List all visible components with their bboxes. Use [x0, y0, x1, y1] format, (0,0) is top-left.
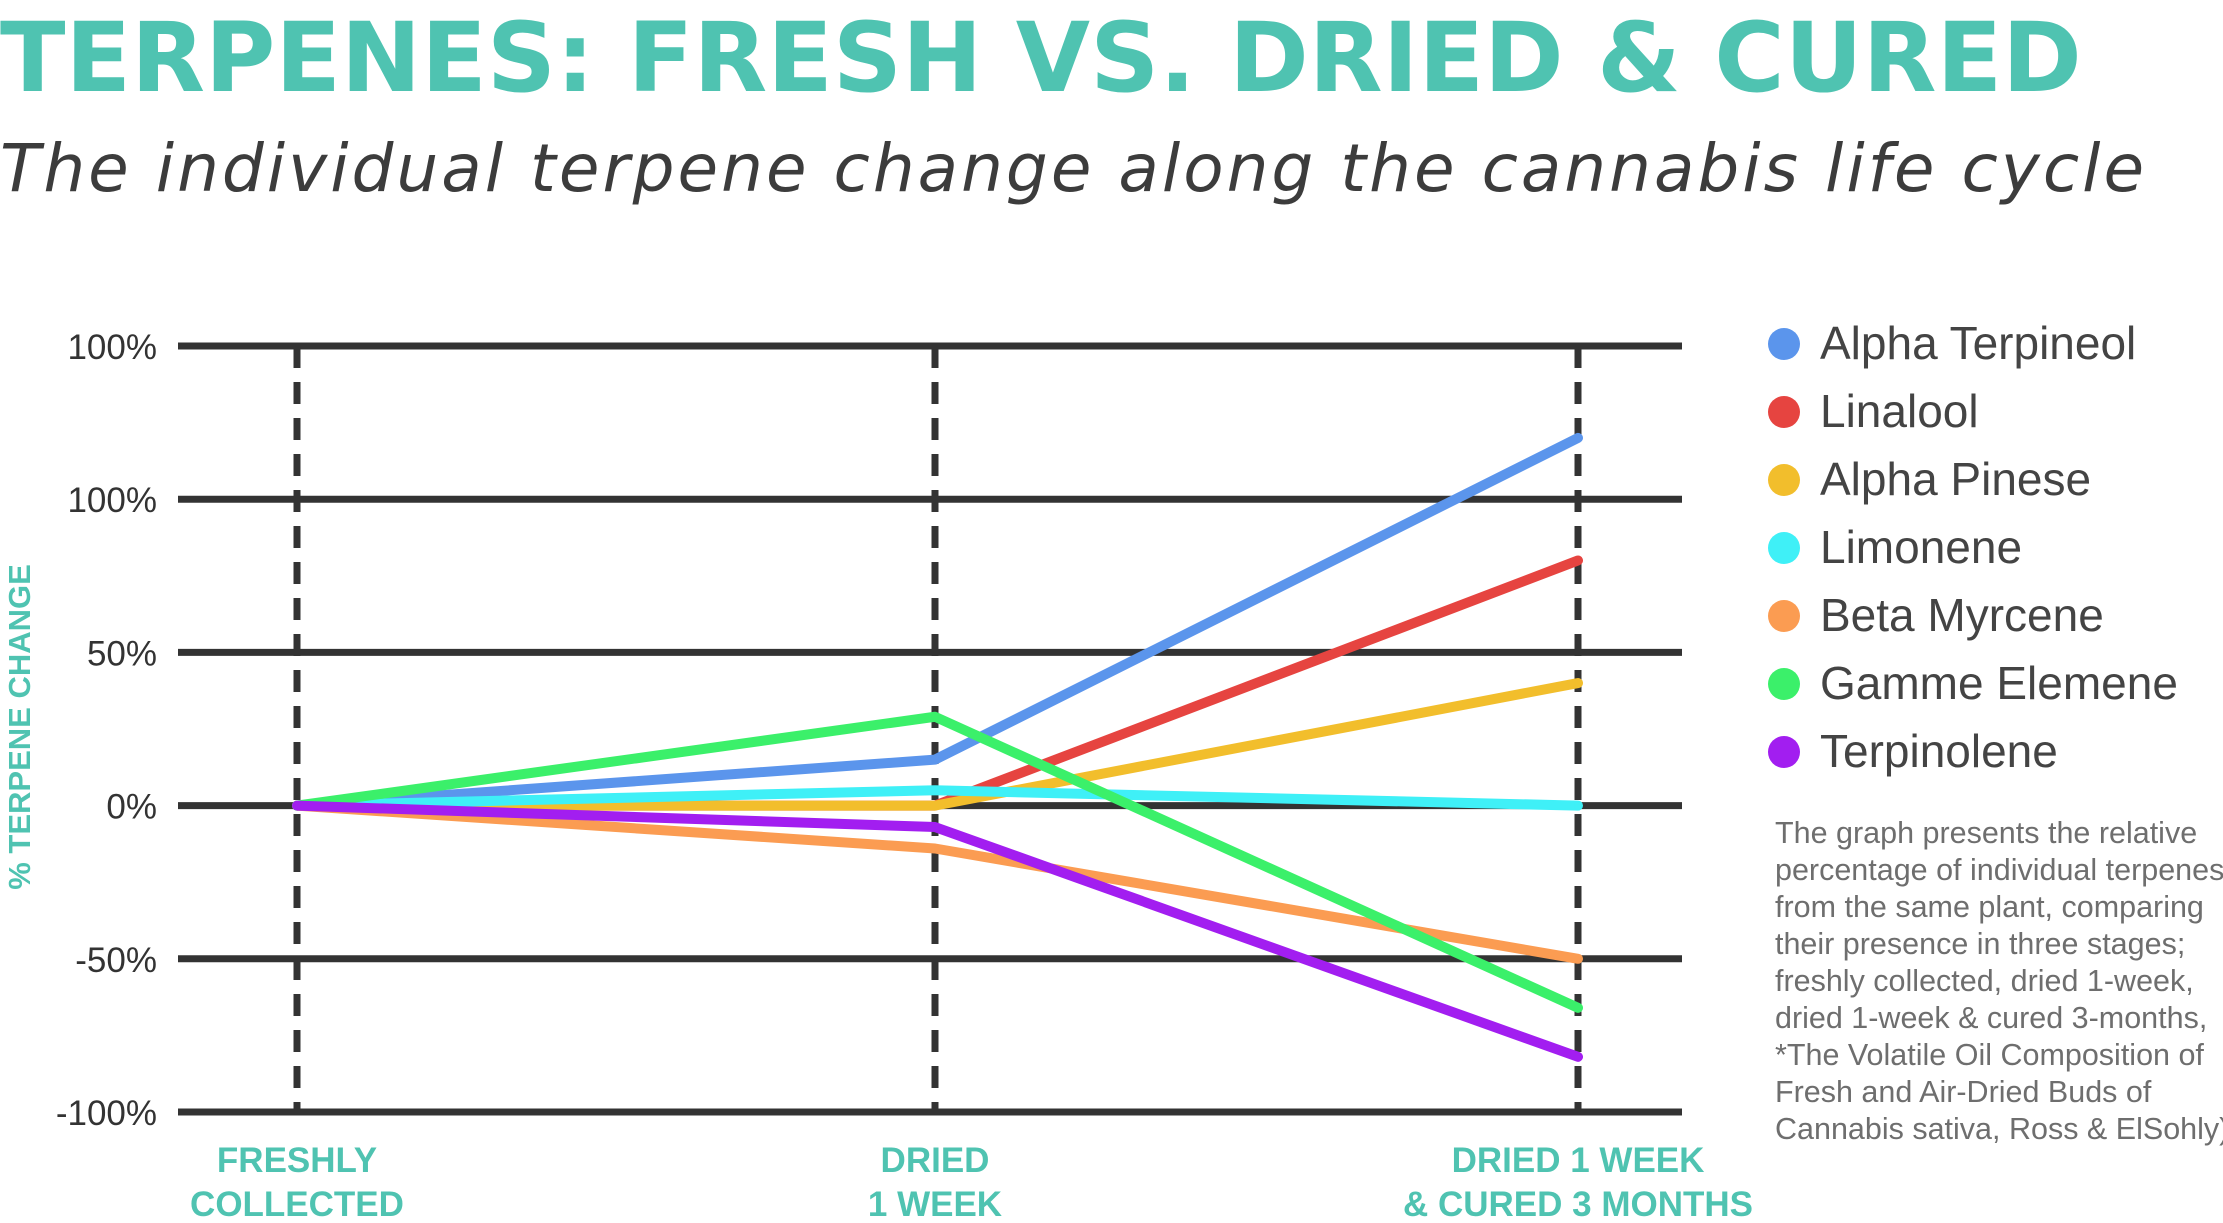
legend-label: Alpha Pinese — [1820, 453, 2091, 505]
legend-swatch — [1768, 600, 1800, 632]
note-line: *The Volatile Oil Composition of — [1775, 1038, 2204, 1072]
legend-item: Gamme Elemene — [1768, 657, 2178, 709]
data-point — [931, 786, 939, 795]
legend-label: Gamme Elemene — [1820, 657, 2178, 709]
legend-item: Limonene — [1768, 521, 2022, 573]
data-point — [1574, 1003, 1582, 1012]
chart-title: TERPENES: FRESH VS. DRIED & CURED — [0, 2, 2082, 114]
note-line: The graph presents the relative — [1775, 816, 2198, 850]
chart-subtitle: The individual terpene change along the … — [0, 130, 2148, 207]
legend-label: Alpha Terpineol — [1820, 317, 2136, 369]
note-line: their presence in three stages; — [1775, 927, 2186, 961]
x-tick-label: DRIED 1 WEEK — [868, 1141, 1002, 1223]
data-point — [931, 755, 939, 764]
data-point — [1574, 1052, 1582, 1061]
note-line: dried 1-week & cured 3-months, — [1775, 1001, 2208, 1035]
data-point — [1574, 556, 1582, 565]
legend-item: Linalool — [1768, 385, 1979, 437]
legend-item: Alpha Terpineol — [1768, 317, 2136, 369]
y-tick-label: 100% — [67, 481, 157, 520]
data-point — [1574, 954, 1582, 963]
legend-swatch — [1768, 736, 1800, 768]
note-line: percentage of individual terpenes — [1775, 853, 2223, 887]
legend-item: Terpinolene — [1768, 725, 2058, 777]
data-point — [931, 801, 939, 810]
note-line: Cannabis sativa, Ross & ElSohly) — [1775, 1112, 2223, 1146]
data-point — [931, 712, 939, 721]
data-point — [293, 801, 301, 810]
y-tick-label: 0% — [106, 788, 157, 827]
series-terpinolene — [292, 800, 1583, 1062]
source-note: The graph presents the relative percentag… — [1775, 815, 2223, 1148]
data-point — [1574, 801, 1582, 810]
legend-swatch — [1768, 532, 1800, 564]
x-tick-label: FRESHLY COLLECTED — [190, 1141, 404, 1223]
legend-label: Linalool — [1820, 385, 1979, 437]
y-axis-label: % TERPENE CHANGE — [2, 564, 37, 890]
legend-label: Beta Myrcene — [1820, 589, 2104, 641]
y-tick-label: 50% — [87, 634, 157, 673]
legend-swatch — [1768, 328, 1800, 360]
note-line: Fresh and Air-Dried Buds of — [1775, 1075, 2152, 1109]
legend-label: Limonene — [1820, 521, 2022, 573]
legend-swatch — [1768, 464, 1800, 496]
data-point — [1574, 433, 1582, 442]
x-tick-label: DRIED 1 WEEK & CURED 3 MONTHS — [1403, 1141, 1753, 1223]
note-line: freshly collected, dried 1-week, — [1775, 964, 2194, 998]
y-tick-label: 100% — [67, 328, 157, 367]
data-point — [931, 844, 939, 853]
data-point — [931, 823, 939, 832]
y-tick-label: -100% — [56, 1094, 157, 1133]
data-point — [1574, 679, 1582, 688]
legend-swatch — [1768, 668, 1800, 700]
y-tick-label: -50% — [75, 941, 157, 980]
legend-item: Beta Myrcene — [1768, 589, 2104, 641]
legend-swatch — [1768, 396, 1800, 428]
note-line: from the same plant, comparing — [1775, 890, 2204, 924]
legend-item: Alpha Pinese — [1768, 453, 2091, 505]
legend-label: Terpinolene — [1820, 725, 2058, 777]
